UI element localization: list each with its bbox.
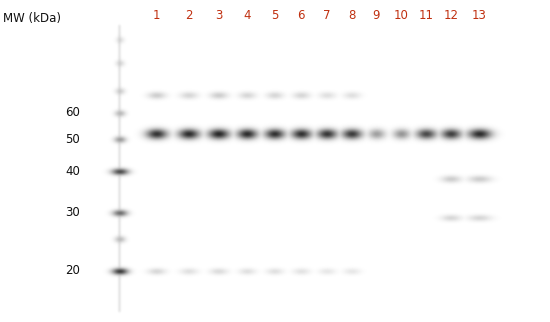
Text: 11: 11 [419, 9, 433, 22]
Text: 8: 8 [348, 9, 355, 22]
Text: 50: 50 [65, 133, 80, 146]
Text: 3: 3 [214, 9, 222, 22]
Text: 40: 40 [65, 165, 80, 178]
Text: 30: 30 [65, 206, 80, 219]
Text: MW (kDa): MW (kDa) [3, 12, 61, 25]
Text: 5: 5 [271, 9, 278, 22]
Text: 7: 7 [323, 9, 331, 22]
Text: 12: 12 [443, 9, 458, 22]
Text: 20: 20 [65, 264, 80, 278]
Text: 9: 9 [373, 9, 380, 22]
Text: 10: 10 [394, 9, 409, 22]
Text: 6: 6 [298, 9, 305, 22]
Text: 1: 1 [153, 9, 160, 22]
Text: 4: 4 [243, 9, 251, 22]
Text: 2: 2 [185, 9, 192, 22]
Text: 13: 13 [472, 9, 487, 22]
Text: 60: 60 [65, 107, 80, 119]
